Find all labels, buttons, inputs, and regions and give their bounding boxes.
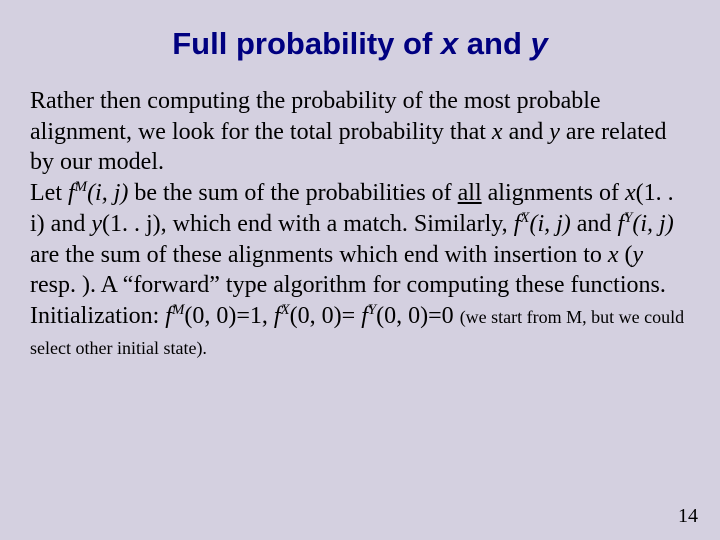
title-text-mid: and: [458, 26, 530, 61]
body-x1: x: [492, 119, 503, 145]
body-p2b: be the sum of the probabilities of: [128, 180, 457, 206]
body-x3: x: [608, 242, 619, 268]
body-fM: f: [68, 180, 75, 206]
body-args3: (i, j): [632, 211, 673, 237]
body-supM: M: [75, 179, 87, 195]
body-args1: (i, j): [87, 180, 128, 206]
body-fX2: f: [274, 303, 281, 329]
body-p2g: are the sum of these alignments which en…: [30, 242, 608, 268]
slide-title: Full probability of x and y: [30, 26, 690, 62]
body-fY2: f: [361, 303, 368, 329]
page-number: 14: [678, 505, 698, 528]
body-p2f: and: [571, 211, 618, 237]
body-p2i: resp. ). A “forward” type algorithm for …: [30, 272, 666, 298]
body-x2: x: [625, 180, 636, 206]
title-var-x: x: [441, 26, 458, 61]
body-range-j: (1. . j): [102, 211, 161, 237]
body-p2c: alignments of: [482, 180, 625, 206]
body-p2h: (: [619, 242, 633, 268]
body-supY2: Y: [368, 302, 376, 318]
body-all: all: [458, 180, 482, 206]
body-fM2: f: [165, 303, 172, 329]
body-y3: y: [633, 242, 644, 268]
body-p1b: and: [503, 119, 550, 145]
body-init3: (0, 0)=0: [376, 303, 460, 329]
body-args2: (i, j): [529, 211, 570, 237]
title-var-y: y: [531, 26, 548, 61]
body-p2a: Let: [30, 180, 68, 206]
body-y1: y: [549, 119, 560, 145]
title-text-pre: Full probability of: [172, 26, 441, 61]
body-y2: y: [91, 211, 102, 237]
body-supX2: X: [281, 302, 290, 318]
body-init2: (0, 0)=: [290, 303, 362, 329]
body-init1: (0, 0)=1,: [184, 303, 274, 329]
body-p2e: , which end with a match. Similarly,: [161, 211, 514, 237]
slide-body: Rather then computing the probability of…: [30, 86, 690, 362]
body-supM2: M: [172, 302, 184, 318]
body-p2d: and: [45, 211, 92, 237]
body-p3a: Initialization:: [30, 303, 165, 329]
